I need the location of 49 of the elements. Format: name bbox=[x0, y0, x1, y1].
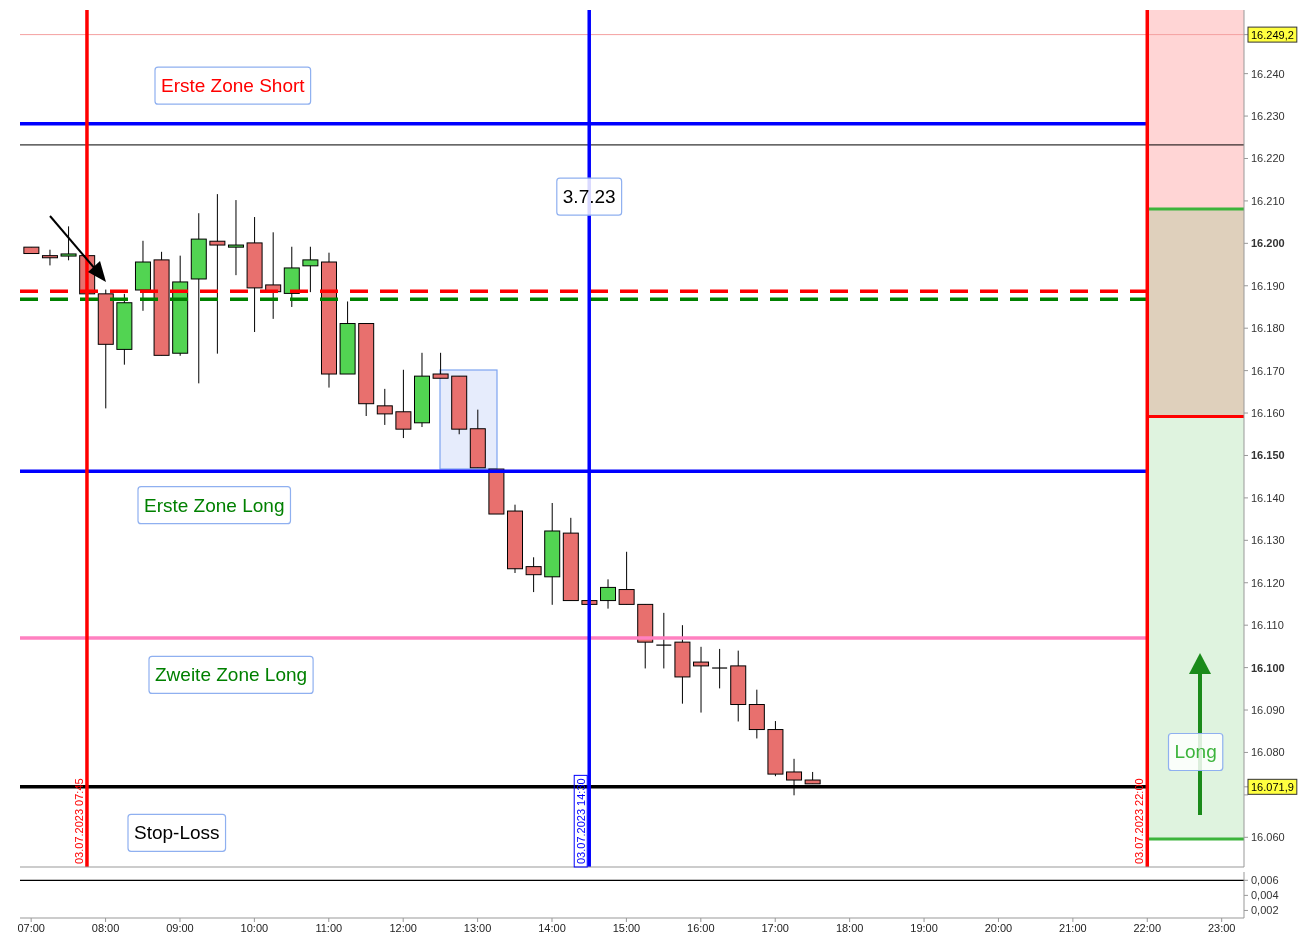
y-tick-label: 16.240 bbox=[1251, 67, 1285, 80]
y-tick-label: 16.090 bbox=[1251, 704, 1285, 717]
y-tick-label: 16.220 bbox=[1251, 152, 1285, 165]
x-tick-label: 16:00 bbox=[687, 921, 715, 934]
y-tick-label: 16.210 bbox=[1251, 194, 1285, 207]
y-tick-label: 16.080 bbox=[1251, 746, 1285, 759]
y-tick-label: 16.150 bbox=[1251, 449, 1285, 462]
annotation: 3.7.23 bbox=[562, 186, 616, 208]
y-tick-label: 16.130 bbox=[1251, 534, 1285, 547]
x-tick-label: 22:00 bbox=[1133, 921, 1162, 934]
y-tick-label: 16.120 bbox=[1251, 576, 1285, 589]
band-label: Long bbox=[1174, 741, 1217, 763]
y-tick-label: 0,006 bbox=[1251, 874, 1279, 887]
y-tick-label: 16.160 bbox=[1251, 407, 1285, 420]
y-tick-label: 16.071,9 bbox=[1251, 780, 1294, 793]
y-tick-label: 0,004 bbox=[1251, 889, 1279, 902]
x-tick-label: 19:00 bbox=[910, 921, 938, 934]
y-tick-label: 16.230 bbox=[1251, 110, 1285, 123]
y-tick-label: 16.249,2 bbox=[1251, 28, 1294, 41]
y-tick-label: 16.170 bbox=[1251, 364, 1285, 377]
x-tick-label: 18:00 bbox=[835, 921, 864, 934]
x-tick-label: 07:00 bbox=[17, 921, 45, 934]
ref-line-label: 03.07.2023 14:30 bbox=[575, 778, 588, 864]
x-tick-label: 17:00 bbox=[761, 921, 789, 934]
x-tick-label: 13:00 bbox=[463, 921, 492, 934]
ref-line-label: Stop-Loss bbox=[134, 822, 220, 844]
ref-line-label: Erste Zone Short bbox=[161, 75, 306, 97]
ref-line-label: 03.07.2023 07:45 bbox=[72, 778, 85, 864]
x-tick-label: 14:00 bbox=[538, 921, 566, 934]
y-tick-label: 16.100 bbox=[1251, 661, 1285, 674]
x-tick-label: 11:00 bbox=[315, 921, 343, 934]
ref-line-label: 03.07.2023 22:00 bbox=[1133, 778, 1146, 864]
y-tick-label: 16.060 bbox=[1251, 831, 1285, 844]
y-tick-label: 16.190 bbox=[1251, 279, 1285, 292]
y-tick-label: 0,002 bbox=[1251, 904, 1279, 917]
x-tick-label: 23:00 bbox=[1207, 921, 1236, 934]
x-tick-label: 12:00 bbox=[389, 921, 417, 934]
x-tick-label: 20:00 bbox=[984, 921, 1013, 934]
ref-line-label: Zweite Zone Long bbox=[155, 664, 308, 686]
x-tick-label: 10:00 bbox=[240, 921, 269, 934]
y-tick-label: 16.200 bbox=[1251, 237, 1285, 250]
y-tick-label: 16.180 bbox=[1251, 322, 1285, 335]
x-tick-label: 21:00 bbox=[1059, 921, 1087, 934]
x-tick-label: 08:00 bbox=[91, 921, 120, 934]
ref-line-label: Erste Zone Long bbox=[144, 494, 285, 516]
y-tick-label: 16.110 bbox=[1251, 619, 1284, 632]
x-tick-label: 15:00 bbox=[612, 921, 641, 934]
y-tick-label: 16.140 bbox=[1251, 491, 1285, 504]
x-tick-label: 09:00 bbox=[166, 921, 194, 934]
